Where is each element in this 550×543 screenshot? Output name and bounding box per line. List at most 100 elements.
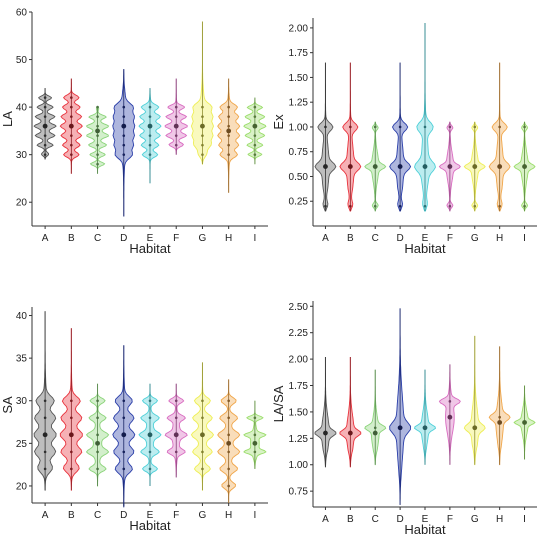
y-tick-label: 30 [16, 150, 28, 161]
x-tick-label-i: I [523, 514, 526, 525]
data-point [373, 204, 377, 208]
data-point [227, 134, 230, 137]
data-point [324, 125, 327, 129]
data-point [43, 467, 47, 471]
x-tick-label-a: A [42, 233, 49, 244]
x-tick-label-d: D [396, 233, 403, 244]
y-tick-label: 0.75 [289, 147, 309, 158]
data-point [148, 143, 152, 147]
x-tick-label-f: F [447, 233, 453, 244]
median-point-a [42, 432, 48, 438]
median-point-d [121, 123, 127, 129]
data-point [70, 416, 73, 420]
data-point [174, 105, 178, 109]
median-point-f [173, 123, 179, 129]
y-tick-label: 1.00 [289, 122, 309, 133]
median-point-a [42, 123, 48, 129]
data-point [448, 400, 452, 403]
data-point [473, 125, 477, 129]
y-tick-label: 25 [16, 439, 28, 450]
median-point-c [372, 430, 378, 436]
y-tick-label: 1.75 [289, 48, 309, 59]
data-point [373, 125, 377, 129]
data-point [498, 125, 501, 129]
data-point [349, 125, 352, 129]
data-point [122, 450, 126, 454]
median-point-e [422, 164, 428, 169]
data-point [448, 125, 452, 129]
violin-chart-sa: 20 25 30 35 40 SA A B C D E F G H I Habitat [0, 307, 268, 533]
x-tick-label-g: G [199, 233, 207, 244]
data-point [96, 399, 99, 403]
data-point [96, 143, 99, 147]
data-point [398, 204, 402, 208]
data-point [349, 204, 352, 208]
data-point [96, 153, 99, 156]
x-tick-label-a: A [322, 233, 329, 244]
data-point [227, 153, 230, 156]
x-axis-title: Habitat [129, 241, 171, 256]
median-point-h [226, 128, 232, 134]
y-tick-label: 2.00 [289, 355, 309, 366]
data-point [324, 204, 327, 208]
x-tick-label-g: G [471, 514, 479, 525]
median-point-i [522, 420, 527, 425]
median-point-f [173, 432, 179, 438]
median-point-g [200, 123, 205, 129]
median-point-e [147, 432, 153, 438]
median-point-g [472, 425, 478, 431]
y-axis-title: LA [0, 111, 15, 127]
data-point [373, 426, 377, 430]
median-point-c [95, 128, 100, 134]
median-point-b [68, 123, 74, 129]
y-tick-label: 1.25 [289, 98, 309, 109]
median-point-g [200, 432, 205, 438]
y-axis-title: SA [0, 396, 15, 414]
data-point [148, 134, 152, 137]
y-tick-label: 20 [16, 481, 28, 492]
y-tick-label: 1.25 [289, 434, 309, 445]
data-point [398, 125, 402, 129]
x-tick-label-h: H [225, 510, 232, 521]
data-point [96, 467, 99, 471]
data-point [448, 204, 452, 208]
data-point [122, 143, 126, 147]
data-point [148, 115, 152, 118]
data-point [174, 134, 178, 137]
data-point [174, 115, 178, 118]
data-point [473, 204, 477, 208]
data-point [148, 416, 152, 420]
data-point [253, 143, 257, 147]
data-point [201, 399, 204, 403]
x-tick-label-f: F [173, 233, 179, 244]
x-tick-label-b: B [68, 510, 75, 521]
data-point [201, 450, 204, 454]
median-point-h [497, 164, 503, 169]
violin-panel-la: 20 30 40 50 60 LA A B C D E F G H I Habitat [0, 0, 275, 271]
data-point [70, 143, 73, 147]
y-tick-label: 2.50 [289, 302, 309, 313]
data-point [423, 204, 427, 208]
median-point-d [397, 425, 403, 431]
median-point-e [422, 425, 428, 431]
y-tick-label: 2.00 [289, 23, 309, 34]
data-point [227, 105, 230, 109]
data-point [43, 134, 47, 137]
data-point [253, 450, 257, 454]
x-axis-title: Habitat [129, 518, 171, 533]
x-tick-label-f: F [447, 514, 453, 525]
data-point [227, 115, 230, 118]
x-tick-label-g: G [199, 510, 207, 521]
data-point [227, 399, 230, 403]
data-point [43, 153, 47, 156]
data-point [201, 105, 204, 109]
data-point [70, 399, 73, 403]
x-tick-label-c: C [94, 233, 101, 244]
y-axis-title: Ex [271, 114, 286, 130]
data-point [122, 134, 126, 137]
median-point-a [323, 164, 328, 169]
data-point [201, 134, 204, 137]
data-point [43, 399, 47, 403]
x-tick-label-i: I [253, 233, 256, 244]
median-point-i [522, 164, 527, 169]
